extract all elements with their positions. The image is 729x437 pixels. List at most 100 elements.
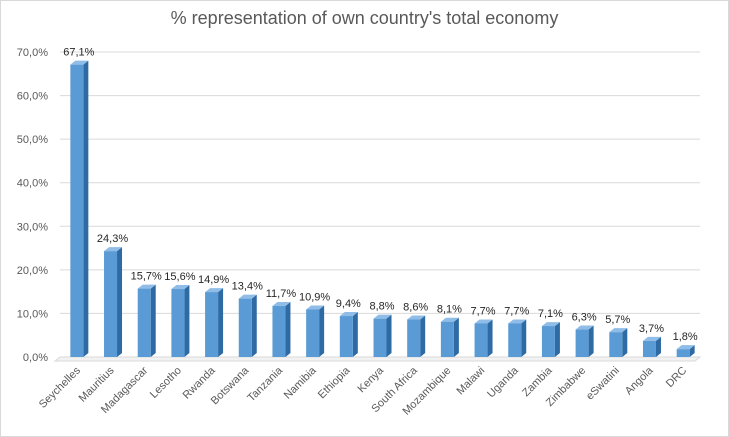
y-tick-label: 50,0% [17,134,48,146]
x-tick-label: Namibia [282,364,320,402]
y-tick-label: 70,0% [17,47,48,59]
bar-top [373,314,392,319]
data-label: 9,4% [336,298,361,310]
bar-top [70,60,89,65]
bar-top [104,247,123,252]
bar-side [453,317,459,357]
x-tick-label: Seychelles [37,364,83,410]
bar [272,306,286,357]
data-label: 7,7% [504,305,529,317]
bar-side [420,315,426,357]
x-tick-label: Lesotho [148,365,184,401]
data-label: 8,1% [437,304,462,316]
x-tick-label: Angola [623,364,656,397]
data-label: 11,7% [266,288,297,300]
bar-top [676,345,695,350]
bar [171,289,185,357]
x-tick-label: Uganda [485,364,521,400]
bar [205,292,219,357]
bar-top [541,322,560,327]
data-label: 67,1% [63,47,94,59]
data-label: 15,6% [164,271,195,283]
bar-side [319,305,325,357]
bar-side [554,322,560,357]
data-label: 8,8% [369,301,394,313]
bar-top [575,325,594,330]
bar-side [218,288,224,357]
data-label: 6,3% [572,312,597,324]
bar-top [609,328,628,333]
x-tick-label: Botswana [209,364,252,407]
x-tick-label: Kenya [356,364,387,395]
y-tick-label: 0,0% [23,352,48,364]
bar-side [655,336,661,357]
x-tick-label: Tanzania [245,364,285,404]
bar [575,329,589,357]
bar [238,298,252,357]
data-label: 3,7% [639,323,664,335]
bar-top [474,319,493,324]
y-tick-label: 30,0% [17,221,48,233]
bar-side [521,319,527,357]
data-label: 24,3% [97,233,128,245]
bar-top [339,312,358,317]
y-tick-label: 10,0% [17,308,48,320]
bar [508,323,522,357]
x-tick-label: Malawi [454,365,487,398]
bar-side [184,285,190,357]
bar [306,309,320,357]
data-label: 8,6% [403,302,428,314]
bar-top [238,294,257,299]
bar [137,288,151,357]
x-tick-label: eSwatini [584,365,622,403]
data-label: 7,7% [471,305,496,317]
y-tick-label: 40,0% [17,178,48,190]
bar [676,349,690,357]
y-tick-label: 60,0% [17,91,48,103]
bar-side [487,319,493,357]
bar-side [83,60,89,358]
x-tick-label: Ethiopia [316,364,353,401]
x-tick-label: DRC [664,365,689,390]
bar [339,316,353,357]
bar [440,321,454,357]
bar-side [285,302,291,357]
data-label: 5,7% [605,314,630,326]
bar [373,318,387,357]
bar-top [508,319,527,324]
bar [474,323,488,357]
bar [609,332,623,357]
bar-top [272,302,291,307]
bar-top [440,317,459,322]
data-label: 13,4% [232,281,263,293]
bar-top [642,336,661,341]
bar [70,64,84,357]
data-label: 14,9% [198,274,229,286]
bar-top [407,315,426,320]
bar-side [622,328,628,357]
bar [104,251,118,357]
bar-top [137,284,156,289]
bar-side [117,247,123,357]
bar [407,319,421,357]
data-label: 7,1% [538,308,563,320]
data-label: 15,7% [131,271,162,283]
bar-side [689,345,695,357]
bar [541,326,555,357]
bar [642,340,656,357]
data-label: 10,9% [299,292,330,304]
bar-side [150,284,156,357]
bar-top [205,288,224,293]
bar-side [588,325,594,357]
bar-side [352,312,358,357]
bar-top [306,305,325,310]
chart-floor [53,356,702,362]
bar-top [171,285,190,290]
bar-side [251,294,257,357]
data-label: 1,8% [673,331,698,343]
bar-side [386,314,392,357]
chart-title: % representation of own country's total … [170,8,559,28]
y-tick-label: 20,0% [17,265,48,277]
